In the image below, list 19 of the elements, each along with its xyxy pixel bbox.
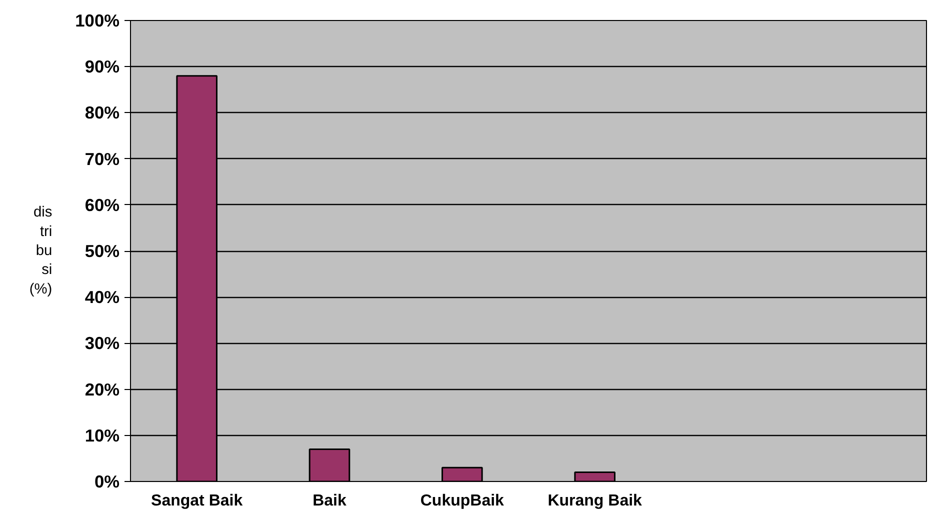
x-tick-label: Kurang Baik (548, 492, 642, 510)
y-tick-label: 10% (84, 425, 120, 446)
y-tick-label: 100% (75, 10, 120, 30)
y-tick-label: 40% (84, 287, 120, 308)
y-tick-label: 20% (84, 379, 120, 400)
bar (574, 472, 616, 482)
x-tick-label: Sangat Baik (151, 492, 243, 510)
y-tick-label: 0% (94, 472, 120, 492)
bar (442, 466, 483, 482)
x-tick-label: CukupBaik (420, 492, 504, 510)
y-axis-title: dis tri bu si (%) (29, 204, 52, 298)
y-tick-label: 90% (84, 56, 120, 77)
y-tick-label: 30% (84, 333, 120, 354)
y-tick-label: 70% (84, 148, 120, 169)
y-tick-label: 80% (84, 102, 120, 123)
y-tick-label: 60% (84, 194, 120, 215)
bar (308, 448, 350, 482)
y-tick-label: 50% (84, 241, 120, 261)
x-tick-label: Baik (312, 492, 346, 510)
